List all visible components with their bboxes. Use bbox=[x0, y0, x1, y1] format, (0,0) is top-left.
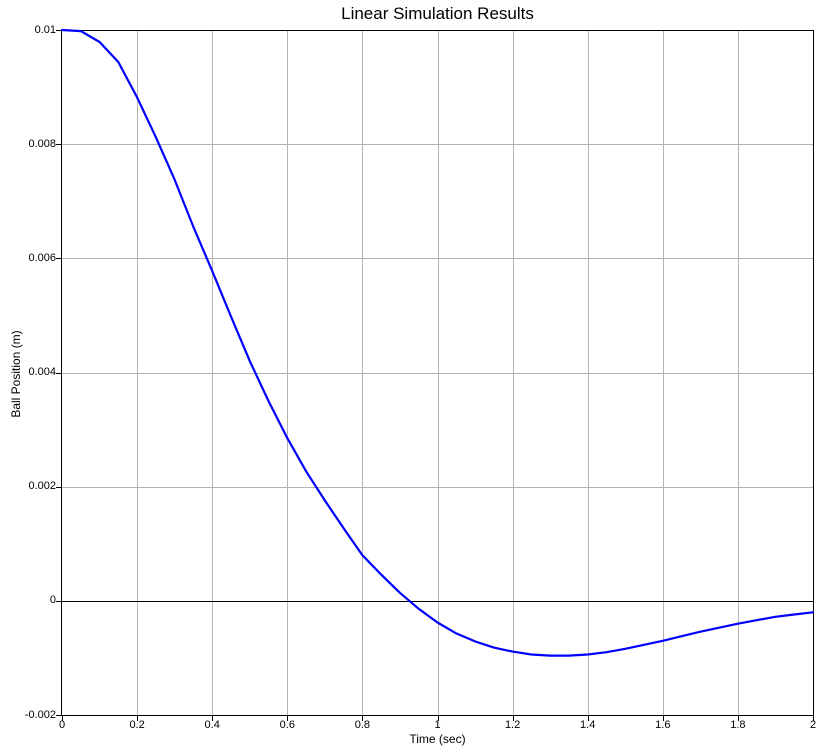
y-tick-label: 0.002 bbox=[28, 480, 56, 493]
x-tick-label: 1.8 bbox=[730, 719, 746, 731]
y-tick-label: 0.006 bbox=[28, 251, 56, 264]
x-axis-label: Time (sec) bbox=[409, 732, 466, 746]
x-tick-label: 1 bbox=[434, 719, 441, 731]
y-tick-label: -0.002 bbox=[24, 708, 56, 721]
y-tick-label: 0.01 bbox=[34, 23, 56, 36]
x-tick-label: 1.6 bbox=[655, 719, 671, 731]
y-tick-label: 0.008 bbox=[28, 137, 56, 150]
x-tick-label: 1.2 bbox=[504, 719, 521, 731]
series-line-ball-position bbox=[60, 28, 815, 657]
x-tick-label: 0.8 bbox=[354, 719, 371, 731]
chart-title: Linear Simulation Results bbox=[341, 4, 534, 23]
x-tick-label: 2 bbox=[809, 719, 817, 731]
y-tick-label: 0 bbox=[49, 594, 56, 607]
x-tick-label: 0.2 bbox=[129, 719, 145, 731]
x-tick-label: 0 bbox=[58, 719, 66, 731]
y-tick-label: 0.004 bbox=[28, 366, 56, 378]
x-tick-label: 1.4 bbox=[580, 719, 596, 731]
x-tick-label: 0.6 bbox=[279, 719, 295, 731]
x-tick-label: 0.4 bbox=[204, 719, 220, 731]
